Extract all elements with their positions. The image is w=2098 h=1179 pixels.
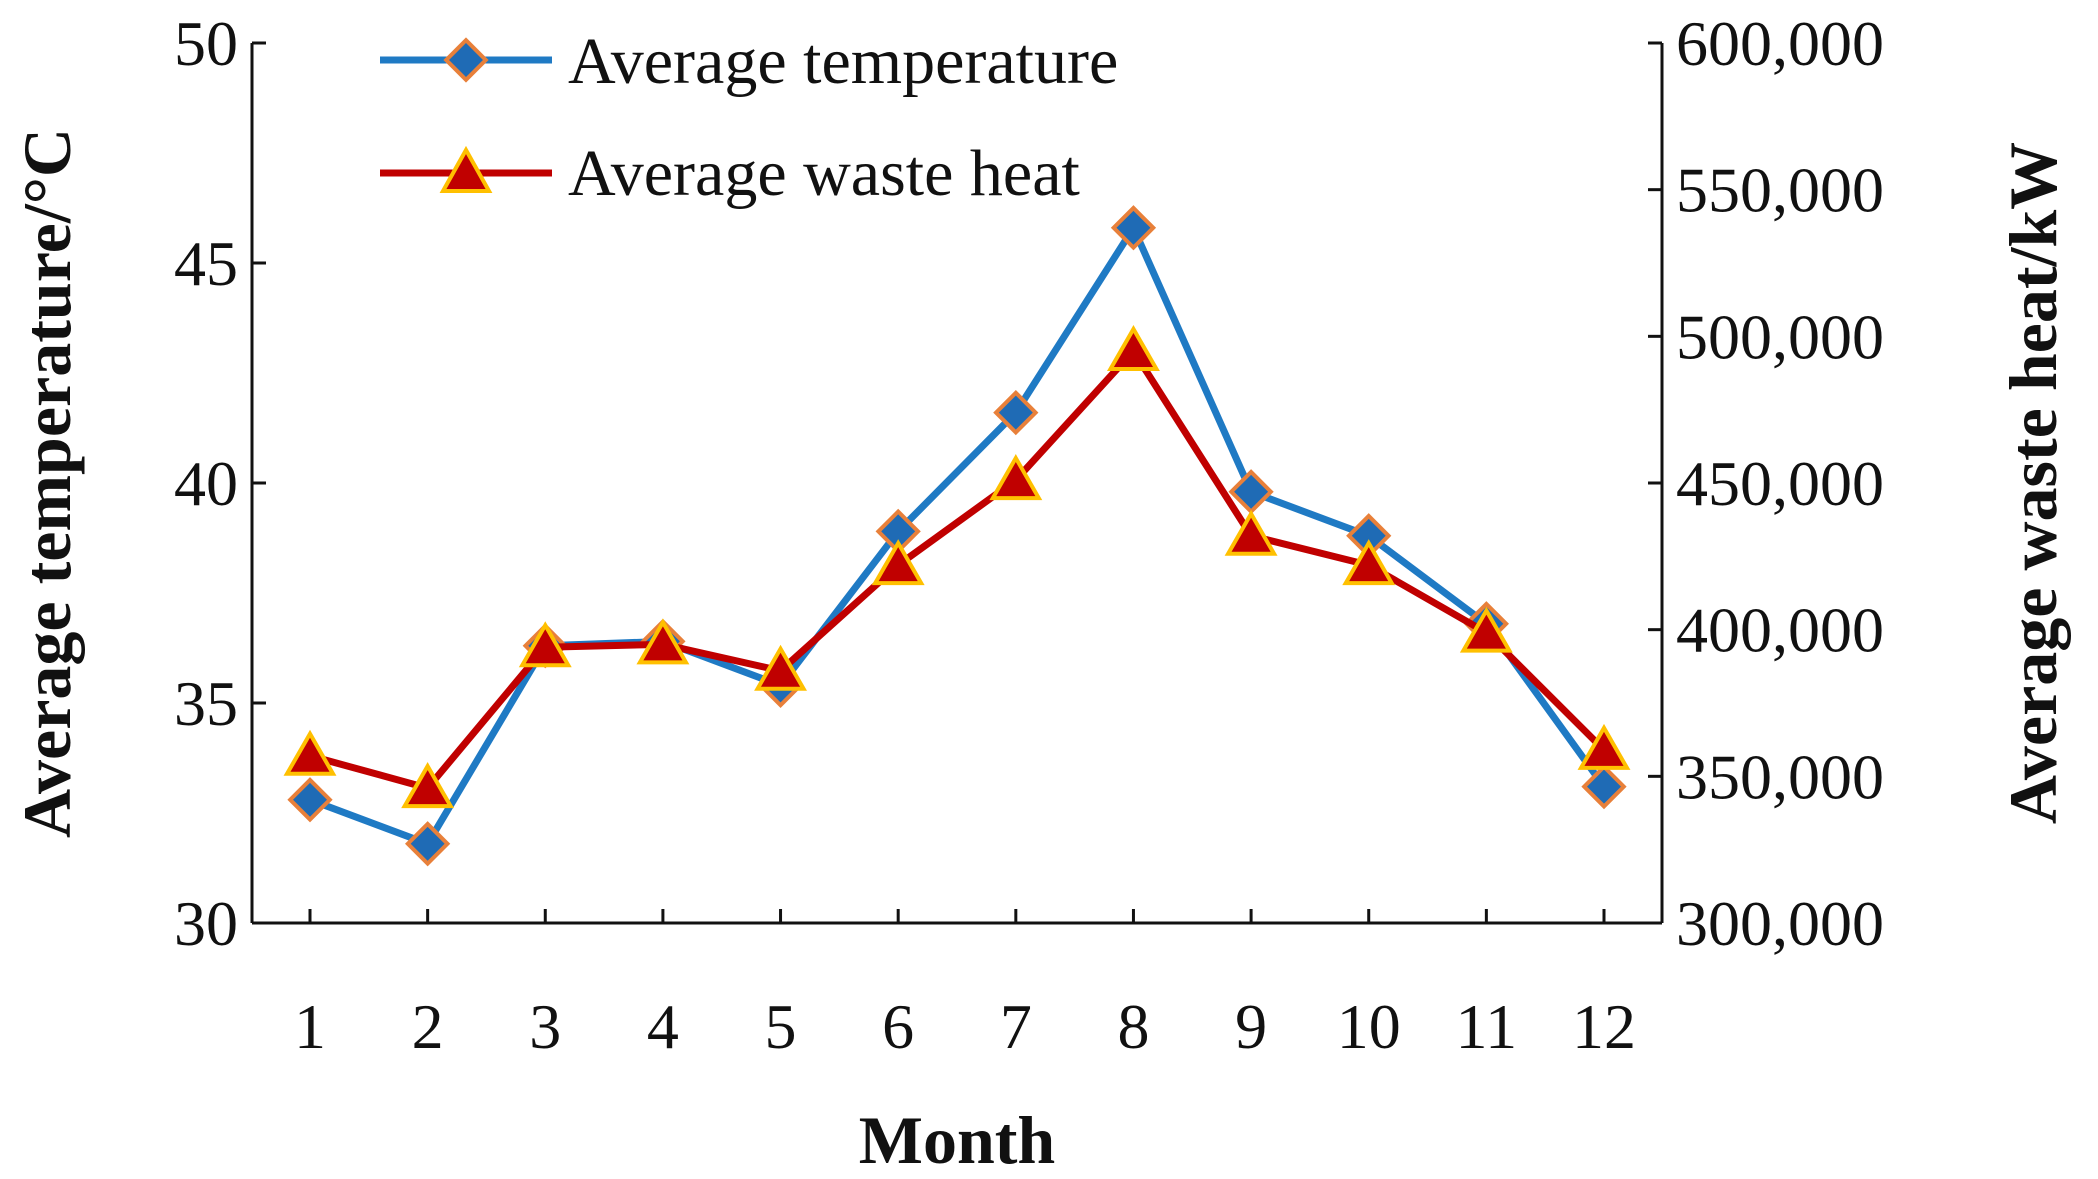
x-tick-label: 7 [1000,991,1032,1062]
x-tick-label: 12 [1572,991,1636,1062]
average-waste-heat-point [1224,509,1278,556]
x-axis-title: Month [859,1102,1055,1178]
x-tick-label: 2 [412,991,444,1062]
average-temperature-point [1346,513,1392,559]
right-tick-label: 550,000 [1676,155,1884,226]
legend-label-temperature: Average temperature [568,25,1118,98]
x-tick-label: 3 [529,991,561,1062]
x-tick-label: 10 [1337,991,1401,1062]
average-waste-heat-point [401,762,455,809]
average-temperature-point [287,777,333,823]
legend-marker-temperature [443,37,489,83]
legend-label-waste-heat: Average waste heat [568,137,1080,210]
legend: Average temperature Average waste heat [380,25,1118,210]
x-tick-label: 8 [1117,991,1149,1062]
right-tick-label: 300,000 [1676,888,1884,959]
average-temperature-point [1581,763,1627,810]
left-tick-label: 45 [174,228,238,299]
x-tick-label: 11 [1456,991,1518,1062]
average-temperature-point [875,508,921,555]
x-tick-label: 9 [1235,991,1267,1062]
x-ticks: 1 2 3 4 5 6 7 8 9 10 11 12 [294,909,1636,1062]
x-tick-label: 1 [294,991,326,1062]
right-tick-label: 500,000 [1676,301,1884,372]
average-waste-heat-point [283,729,337,776]
x-tick-label: 6 [882,991,914,1062]
average-temperature-point [1110,205,1157,251]
legend-marker-waste-heat [439,145,493,193]
average-temperature-line [308,224,1607,848]
average-waste-heat-point [1577,723,1631,770]
average-waste-heat-point [1106,324,1160,371]
left-tick-label: 35 [174,668,238,739]
average-waste-heat-point [1342,539,1396,586]
right-tick-label: 400,000 [1676,595,1884,666]
left-tick-label: 30 [174,888,238,959]
average-waste-heat-point [754,644,808,691]
average-waste-heat-point [1459,606,1513,653]
average-waste-heat-point [636,618,690,665]
right-axis-title: Average waste heat/kW [1995,142,2071,824]
right-tick-label: 350,000 [1676,741,1884,812]
average-temperature-point [993,389,1039,436]
right-tick-label: 600,000 [1676,8,1884,79]
left-tick-label: 40 [174,448,238,519]
right-ticks: 300,000 350,000 400,000 450,000 500,000 550,0… [1648,8,1884,959]
average-waste-heat-point [871,539,925,586]
left-axis-title: Average temperature/°C [9,128,85,838]
left-ticks: 30 35 40 45 50 [174,8,266,959]
right-tick-label: 450,000 [1676,448,1884,519]
average-temperature-point [1228,469,1274,515]
average-temperature-point [405,821,451,867]
x-tick-label: 5 [765,991,797,1062]
average-waste-heat-point [518,621,572,668]
series-layer [283,205,1631,867]
x-tick-label: 4 [647,991,679,1062]
left-tick-label: 50 [174,8,238,79]
average-waste-heat-point [989,454,1043,501]
